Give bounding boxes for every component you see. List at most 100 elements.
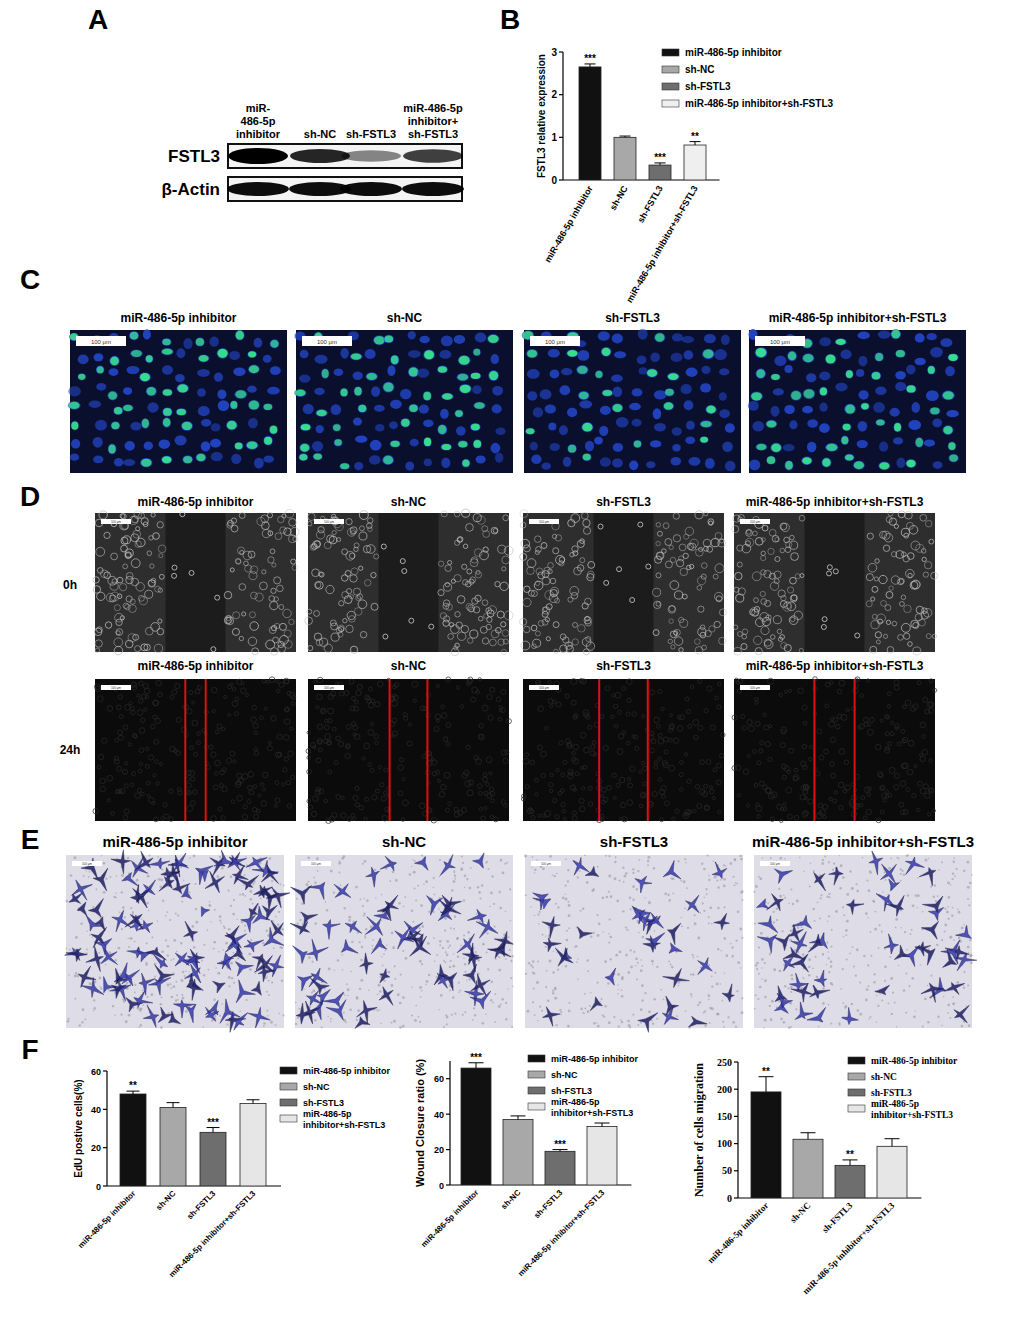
- nucleus: [755, 347, 768, 358]
- cell: [571, 700, 576, 705]
- nucleus: [176, 348, 185, 358]
- cell: [159, 554, 163, 558]
- cell: [346, 588, 351, 593]
- nucleus: [893, 422, 901, 432]
- cell: [272, 563, 276, 567]
- cell: [195, 689, 200, 694]
- cell: [600, 714, 604, 718]
- nucleus: [672, 444, 680, 451]
- cell: [643, 782, 647, 786]
- edu-nucleus: [579, 392, 589, 400]
- cell: [341, 796, 344, 799]
- cell: [680, 568, 688, 576]
- cell: [292, 565, 297, 570]
- nucleus: [458, 440, 469, 448]
- cell: [97, 696, 103, 702]
- cell: [568, 642, 572, 646]
- edu-nucleus: [424, 350, 434, 359]
- image-title: sh-NC: [391, 659, 427, 673]
- bar-chart: 0204060******miR-486-5p inhibitorsh-NCsh…: [414, 1052, 639, 1278]
- nucleus: [230, 400, 238, 409]
- cell: [123, 725, 128, 730]
- error-cap: [167, 1102, 180, 1103]
- cell: [268, 741, 271, 744]
- cell: [237, 547, 244, 554]
- significance: **: [129, 1080, 137, 1091]
- cell: [307, 731, 310, 734]
- cell: [119, 714, 123, 718]
- y-tick: [559, 179, 563, 180]
- cell: [686, 709, 690, 713]
- edu-nucleus: [788, 352, 796, 361]
- cell: [467, 638, 473, 644]
- cell: [658, 738, 664, 744]
- nucleus: [638, 329, 648, 340]
- cell: [328, 770, 332, 774]
- y-tick: [103, 1070, 107, 1071]
- legend-label: miR-486-5p inhibitor: [685, 47, 782, 58]
- cell: [412, 681, 418, 687]
- nucleus: [441, 335, 453, 346]
- x-tick-label: miR-486-5p inhibitor+sh-FSTL3: [801, 1200, 897, 1296]
- cell: [612, 773, 616, 777]
- nucleus: [390, 400, 402, 409]
- edu-nucleus: [322, 369, 329, 378]
- cell: [489, 639, 496, 646]
- edu-nucleus: [751, 392, 762, 400]
- y-tick: [446, 1149, 450, 1150]
- cell: [525, 753, 529, 757]
- nucleus: [400, 418, 410, 427]
- cell: [571, 679, 577, 685]
- nucleus: [491, 354, 500, 364]
- cell: [346, 744, 350, 748]
- legend-label: miR-486-5p inhibitor: [551, 1054, 639, 1064]
- edu-nucleus: [948, 442, 955, 450]
- y-tick-label: 0: [551, 175, 557, 186]
- x-tick-label: miR-486-5p inhibitor: [543, 184, 595, 265]
- significance: **: [691, 131, 699, 142]
- nucleus: [948, 441, 957, 450]
- scale-bar: [76, 336, 126, 346]
- nucleus: [614, 351, 626, 358]
- edu-nucleus: [351, 353, 362, 359]
- legend-swatch: [528, 1103, 545, 1110]
- cell: [350, 527, 357, 534]
- nucleus: [859, 390, 869, 400]
- edu-nucleus: [771, 374, 780, 380]
- cell: [607, 785, 612, 790]
- significance: **: [762, 1066, 770, 1077]
- cell: [642, 794, 645, 797]
- nucleus: [611, 375, 623, 383]
- cell: [120, 788, 125, 793]
- nucleus: [263, 456, 273, 463]
- nucleus: [629, 461, 638, 471]
- scale-bar: [529, 519, 559, 524]
- nucleus: [653, 408, 662, 419]
- cell: [482, 705, 488, 711]
- cell: [664, 801, 669, 806]
- cell: [484, 806, 487, 809]
- error-bar: [620, 136, 631, 137]
- cell: [487, 694, 492, 699]
- nucleus: [602, 389, 614, 396]
- cell: [317, 738, 322, 743]
- nucleus: [495, 453, 503, 463]
- cell: [354, 547, 358, 551]
- edu-nucleus: [473, 349, 480, 356]
- wound-image: sh-NC100 μm: [305, 495, 513, 656]
- blot-band: [228, 148, 288, 164]
- nucleus: [631, 419, 641, 427]
- cell: [441, 705, 445, 709]
- nucleus: [263, 355, 272, 363]
- edu-nucleus: [199, 355, 209, 362]
- legend-line: miR-486-5p: [303, 1109, 352, 1119]
- edu-nucleus: [140, 373, 150, 381]
- cell: [563, 817, 566, 820]
- cell: [349, 595, 353, 599]
- cell: [352, 817, 356, 821]
- cell: [535, 581, 539, 585]
- cell: [215, 760, 221, 766]
- cell: [502, 556, 510, 564]
- error-line: [808, 1133, 809, 1140]
- cell: [583, 710, 589, 716]
